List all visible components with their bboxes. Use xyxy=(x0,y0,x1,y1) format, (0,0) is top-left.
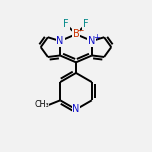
Text: N: N xyxy=(56,36,64,46)
Text: −: − xyxy=(76,25,84,35)
Text: N: N xyxy=(72,104,80,114)
Text: F: F xyxy=(83,19,89,29)
Text: N: N xyxy=(88,36,96,46)
Text: B: B xyxy=(73,29,79,39)
Text: CH₃: CH₃ xyxy=(34,100,49,109)
Text: F: F xyxy=(63,19,69,29)
Text: +: + xyxy=(93,33,100,42)
